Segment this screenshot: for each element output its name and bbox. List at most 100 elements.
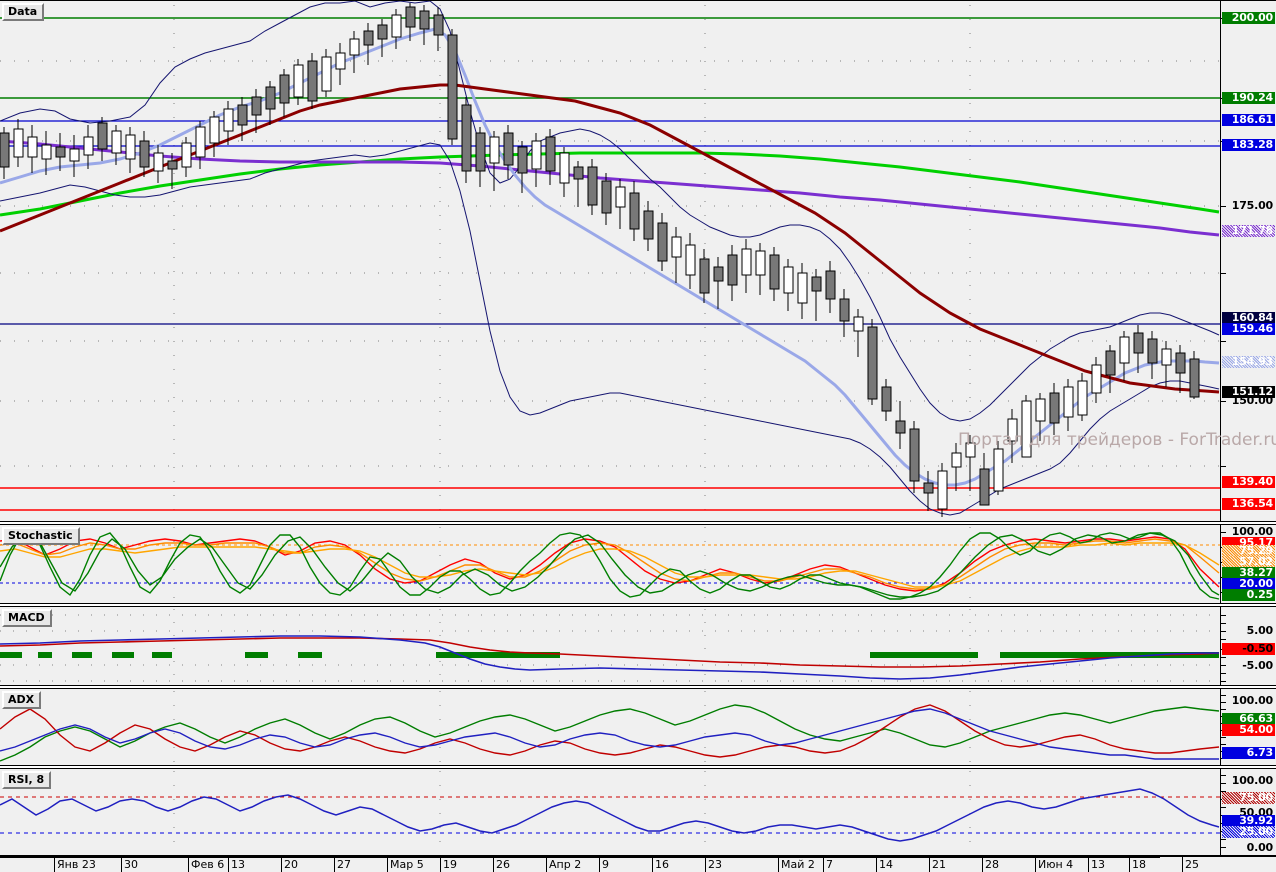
- date-label: Апр 2: [549, 858, 582, 871]
- date-label: 9: [602, 858, 609, 871]
- axis-label-stochastic-0[interactable]: 100.00: [1231, 525, 1273, 538]
- axis-label-stochastic-5[interactable]: 20.00: [1222, 578, 1275, 590]
- adx-plot-area[interactable]: [0, 689, 1220, 765]
- axis-label-price-12[interactable]: 136.54: [1222, 498, 1275, 510]
- price-chart-panel[interactable]: Data: [0, 0, 1220, 522]
- candlestick-series: [0, 3, 1200, 517]
- axis-label-rsi-5[interactable]: 0.00: [1246, 841, 1274, 854]
- rsi-plot-area[interactable]: [0, 769, 1220, 855]
- adx-axis[interactable]: 100.00 66.63 54.00 6.73: [1220, 688, 1276, 766]
- ma-slow-darkred: [0, 83, 1220, 394]
- date-label: 7: [826, 858, 833, 871]
- date-tick: [1088, 857, 1089, 872]
- axis-label-macd-1[interactable]: -0.50: [1222, 643, 1275, 655]
- date-tick: [1129, 857, 1130, 872]
- bollinger-lower: [0, 142, 1220, 516]
- panel-title-rsi[interactable]: RSI, 8: [2, 771, 52, 789]
- date-label: 20: [284, 858, 298, 871]
- axis-label-stochastic-2[interactable]: 75.29: [1222, 545, 1275, 557]
- axis-label-adx-1[interactable]: 66.63: [1222, 713, 1275, 725]
- date-label: Янв 23: [57, 858, 96, 871]
- date-tick: [705, 857, 706, 872]
- macd-axis[interactable]: 5.00 -0.50 -5.00: [1220, 606, 1276, 686]
- date-tick: [493, 857, 494, 872]
- macd-line-blue: [0, 635, 1219, 680]
- axis-label-price-0[interactable]: 200.00: [1222, 12, 1275, 24]
- stoch-fast-green: [0, 532, 1220, 600]
- stoch-d2-orange: [0, 542, 1220, 588]
- macd-svg: [0, 609, 1220, 685]
- date-tick: [982, 857, 983, 872]
- panel-title-macd[interactable]: MACD: [2, 609, 52, 627]
- price-axis[interactable]: 200.00 190.24 186.61 183.28 175.00 171.78 160.…: [1220, 0, 1276, 522]
- date-tick: [188, 857, 189, 872]
- date-tick: [876, 857, 877, 872]
- date-label: 28: [985, 858, 999, 871]
- date-tick: [121, 857, 122, 872]
- date-tick: [228, 857, 229, 872]
- date-label: Июн 4: [1038, 858, 1074, 871]
- date-axis[interactable]: Янв 23 30 Фев 6 13 20 27 Мар 5 19 26 Апр 2 9 16 23 Ма…: [0, 856, 1276, 872]
- axis-label-rsi-0[interactable]: 100.00: [1231, 774, 1273, 787]
- date-label: Фев 6: [191, 858, 225, 871]
- panel-title-adx[interactable]: ADX: [2, 691, 42, 709]
- axis-label-rsi-3[interactable]: 39.92: [1222, 815, 1275, 827]
- date-label: Май 2: [781, 858, 815, 871]
- date-tick: [334, 857, 335, 872]
- date-label: 23: [708, 858, 722, 871]
- date-label: 21: [932, 858, 946, 871]
- adx-panel[interactable]: ADX: [0, 688, 1220, 766]
- date-tick: [599, 857, 600, 872]
- axis-label-stochastic-3[interactable]: 57.02: [1222, 556, 1275, 568]
- date-tick: [778, 857, 779, 872]
- rsi-line-blue: [0, 788, 1220, 842]
- axis-label-price-6[interactable]: 160.84: [1222, 312, 1275, 324]
- axis-label-price-8[interactable]: 154.93: [1222, 356, 1275, 368]
- macd-plot-area[interactable]: [0, 607, 1220, 685]
- axis-label-stochastic-6[interactable]: 0.25: [1222, 589, 1275, 601]
- date-label: 25: [1185, 858, 1199, 871]
- stochastic-panel[interactable]: Stochastic: [0, 524, 1220, 604]
- stochastic-axis[interactable]: 100.00 95.17 75.29 57.02 38.27 20.00 0.25: [1220, 524, 1276, 604]
- axis-label-price-10[interactable]: 150.00: [1231, 394, 1273, 407]
- macd-panel[interactable]: MACD: [0, 606, 1220, 686]
- axis-label-rsi-4[interactable]: 25.00: [1222, 826, 1275, 838]
- axis-label-price-4[interactable]: 175.00: [1231, 199, 1273, 212]
- axis-label-macd-2[interactable]: -5.00: [1242, 659, 1273, 672]
- rsi-panel[interactable]: RSI, 8: [0, 768, 1220, 856]
- date-label: 16: [655, 858, 669, 871]
- rsi-axis[interactable]: 100.00 75.00 50.00 39.92 25.00 0.00: [1220, 768, 1276, 856]
- date-label: 13: [231, 858, 245, 871]
- axis-label-price-5[interactable]: 171.78: [1222, 225, 1275, 237]
- axis-label-rsi-1[interactable]: 75.00: [1222, 792, 1275, 804]
- axis-label-stochastic-4[interactable]: 38.27: [1222, 567, 1275, 579]
- axis-label-price-7[interactable]: 159.46: [1222, 323, 1275, 335]
- panel-title-data[interactable]: Data: [2, 3, 45, 21]
- date-axis-capline: [0, 857, 1160, 858]
- date-label: 30: [124, 858, 138, 871]
- price-plot-area[interactable]: [0, 1, 1220, 521]
- date-label: 14: [879, 858, 893, 871]
- date-tick: [281, 857, 282, 872]
- ma-fast-lightblue: [0, 27, 1220, 487]
- axis-label-price-9[interactable]: 151.12: [1222, 386, 1275, 398]
- date-label: 19: [443, 858, 457, 871]
- macd-grid: [0, 609, 1220, 685]
- macd-signal-red: [0, 637, 1220, 668]
- axis-label-price-11[interactable]: 139.40: [1222, 476, 1275, 488]
- date-tick: [823, 857, 824, 872]
- adx-blue-line: [0, 708, 1219, 760]
- adx-green-line: [0, 704, 1220, 762]
- axis-label-adx-3[interactable]: 6.73: [1222, 747, 1275, 759]
- axis-label-macd-0[interactable]: 5.00: [1246, 624, 1274, 637]
- panel-title-stochastic[interactable]: Stochastic: [2, 527, 80, 545]
- axis-label-price-3[interactable]: 183.28: [1222, 139, 1275, 151]
- axis-label-price-2[interactable]: 186.61: [1222, 114, 1275, 126]
- stochastic-plot-area[interactable]: [0, 525, 1220, 603]
- axis-label-price-1[interactable]: 190.24: [1222, 92, 1275, 104]
- rsi-grid: [173, 771, 971, 855]
- axis-label-adx-2[interactable]: 54.00: [1222, 724, 1275, 736]
- axis-label-adx-0[interactable]: 100.00: [1231, 694, 1273, 707]
- date-tick: [652, 857, 653, 872]
